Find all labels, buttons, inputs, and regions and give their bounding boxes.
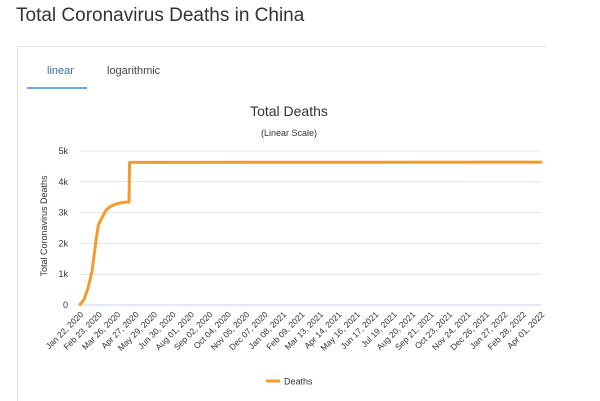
y-tick-label: 1k [58, 269, 68, 279]
deaths-line-chart: Total Deaths (Linear Scale) Total Corona… [39, 103, 546, 387]
page-title: Total Coronavirus Deaths in China [16, 5, 305, 26]
chart-title: Total Deaths [250, 103, 328, 119]
scale-tabs: linear logarithmic [18, 47, 546, 89]
y-tick-labels: 0 1k 2k 3k 4k 5k [58, 146, 68, 310]
y-tick-label: 3k [58, 208, 68, 218]
series-lines [78, 160, 543, 306]
y-tick-label: 5k [58, 146, 68, 156]
y-axis-label: Total Coronavirus Deaths [39, 175, 49, 277]
grid-lines [80, 150, 541, 306]
series-line-deaths [78, 160, 543, 306]
y-tick-label: 4k [58, 177, 68, 187]
legend-label: Deaths [284, 377, 313, 387]
active-tab-indicator [27, 87, 87, 89]
y-tick-label: 0 [63, 300, 68, 310]
tab-linear[interactable]: linear [47, 65, 74, 77]
y-tick-label: 2k [58, 238, 68, 248]
chart-subtitle: (Linear Scale) [261, 128, 317, 138]
tab-logarithmic[interactable]: logarithmic [107, 65, 161, 77]
legend[interactable]: Deaths [266, 377, 313, 387]
chart-card: linear logarithmic Total Deaths (Linear … [17, 46, 546, 401]
